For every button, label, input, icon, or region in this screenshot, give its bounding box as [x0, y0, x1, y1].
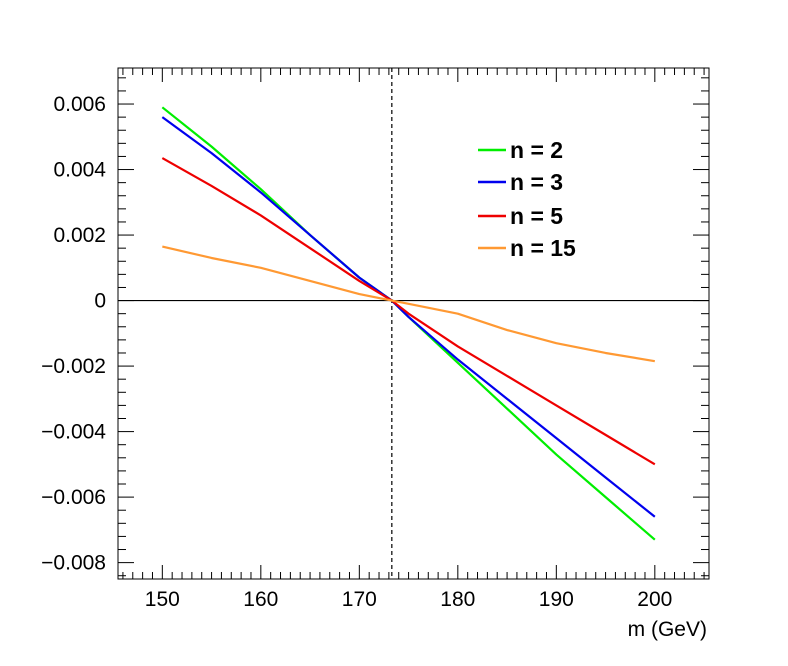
y-tick-label: −0.004: [41, 421, 106, 444]
x-tick-label: 160: [243, 588, 278, 611]
x-tick-label: 170: [342, 588, 377, 611]
series-line-n-3: [161, 116, 656, 518]
y-tick-label: 0.006: [53, 93, 106, 116]
data-series: [161, 106, 656, 541]
series-line-n-15: [162, 245, 656, 363]
reference-lines: [118, 68, 709, 579]
legend-label: n = 15: [510, 235, 576, 261]
tick-labels: 150 160 170 180 190 200 0.006 0.004 0.002 0 −0.002…: [41, 93, 672, 611]
y-tick-label: 0.002: [53, 224, 106, 247]
y-tick-label: −0.002: [41, 355, 106, 378]
y-tick-label: −0.008: [41, 552, 106, 575]
x-tick-label: 180: [440, 588, 475, 611]
legend-label: n = 5: [510, 203, 563, 229]
plot-frame-border: [117, 67, 710, 580]
x-axis-title: m (GeV): [628, 618, 707, 641]
y-tick-label: 0.004: [53, 159, 106, 182]
plot-frame: [117, 67, 710, 580]
legend-label: n = 3: [510, 169, 563, 195]
axis-ticks: [118, 68, 709, 579]
y-tick-label: −0.006: [41, 486, 106, 509]
x-tick-label: 150: [145, 588, 180, 611]
legend: n = 2 n = 3 n = 5 n = 15: [478, 137, 576, 261]
x-tick-label: 200: [637, 588, 672, 611]
y-tick-label: 0: [94, 290, 106, 313]
series-line-n-5: [161, 157, 656, 466]
legend-label: n = 2: [510, 137, 563, 163]
x-tick-label: 190: [539, 588, 574, 611]
